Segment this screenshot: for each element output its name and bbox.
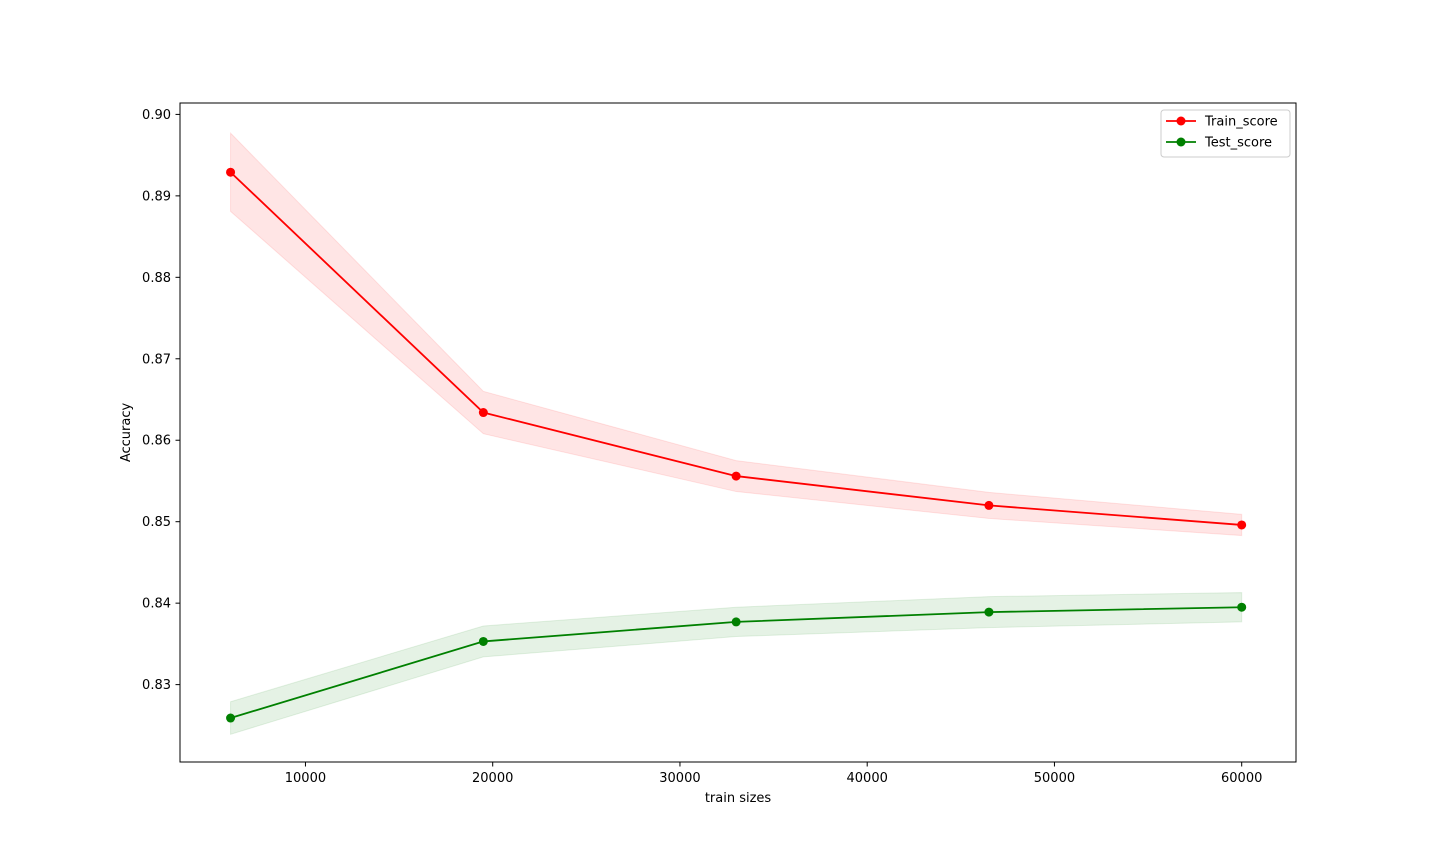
data-point-train-score — [226, 167, 236, 177]
x-axis-ticks: 10000 20000 30000 40000 50000 60000 — [285, 762, 1262, 786]
y-tick-label: 0.88 — [142, 271, 171, 286]
data-point-train-score — [731, 471, 741, 481]
x-tick-label: 50000 — [1034, 771, 1075, 786]
data-point-train-score — [984, 500, 994, 510]
data-point-test-score — [984, 607, 994, 617]
confidence-band-train-score — [230, 131, 1243, 537]
data-point-test-score — [1237, 602, 1247, 612]
x-tick-label: 60000 — [1221, 771, 1262, 786]
legend-label-train-score: Train_score — [1204, 115, 1278, 130]
confidence-band-test-score — [230, 592, 1243, 735]
y-tick-label: 0.90 — [142, 108, 171, 123]
y-tick-label: 0.83 — [142, 678, 171, 693]
y-axis-ticks: 0.83 0.84 0.85 0.86 0.87 0.88 0.89 0.90 — [142, 108, 180, 693]
x-axis-label: train sizes — [705, 791, 772, 806]
legend-label-test-score: Test_score — [1204, 136, 1272, 151]
axes-frame — [179, 102, 1297, 763]
x-tick-label: 40000 — [847, 771, 888, 786]
legend: Train_score Test_score — [1160, 109, 1291, 158]
y-tick-label: 0.85 — [142, 515, 171, 530]
x-tick-label: 30000 — [659, 771, 700, 786]
x-tick-label: 10000 — [285, 771, 326, 786]
plot-area — [226, 131, 1247, 735]
data-point-train-score — [1237, 520, 1247, 530]
data-point-train-score — [478, 408, 488, 418]
y-axis-label: Accuracy — [119, 403, 134, 463]
y-tick-label: 0.86 — [142, 434, 171, 449]
x-tick-label: 20000 — [472, 771, 513, 786]
y-tick-label: 0.84 — [142, 597, 171, 612]
legend-marker-test-score — [1176, 137, 1186, 147]
data-point-test-score — [226, 713, 236, 723]
data-point-test-score — [478, 636, 488, 646]
y-tick-label: 0.87 — [142, 352, 171, 367]
y-tick-label: 0.89 — [142, 189, 171, 204]
data-point-test-score — [731, 617, 741, 627]
legend-marker-train-score — [1176, 116, 1186, 126]
